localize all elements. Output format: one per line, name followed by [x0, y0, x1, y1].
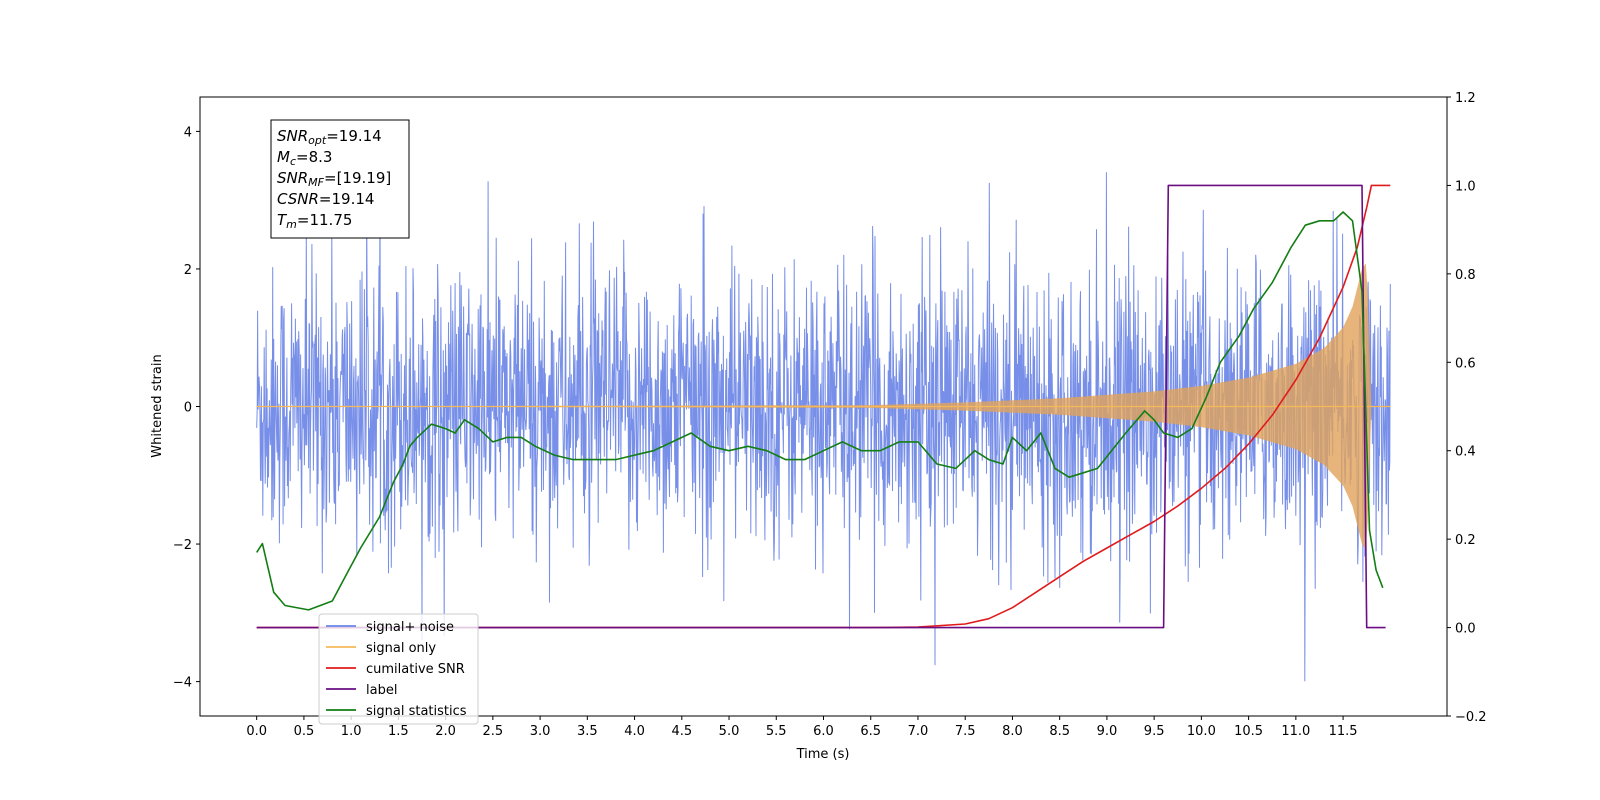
y-right-tick-label: 1.2: [1455, 91, 1476, 106]
legend-label: label: [366, 683, 397, 698]
x-tick-label: 4.0: [624, 724, 645, 739]
x-tick-label: 2.5: [483, 724, 504, 739]
series-signal-statistics-line: [256, 211, 1384, 611]
y-right-tick-label: 0.2: [1455, 533, 1476, 548]
legend: signal+ noise signal only cumilative SNR la…: [318, 613, 479, 725]
x-tick-label: 6.0: [813, 724, 834, 739]
plot-area: [256, 144, 1391, 682]
x-tick-label: 11.5: [1329, 724, 1358, 739]
x-tick-label: 0.5: [294, 724, 315, 739]
x-tick-label: 11.0: [1281, 724, 1310, 739]
y-left-tick-label: −2: [173, 538, 192, 553]
y-right-tick-label: 0.4: [1455, 445, 1476, 460]
y-left-tick-label: 4: [184, 125, 192, 140]
series-label-line: [256, 184, 1386, 629]
axes: 0.0 0.5 1.0 1.5 2.0 2.5 3.0 3.5 4.0 4.5 5.0 5.5 6.0 6…: [173, 91, 1487, 739]
legend-label: signal only: [366, 641, 436, 656]
y-axis-label: Whitened strain: [150, 354, 165, 457]
y-left-tick-label: −4: [173, 676, 192, 691]
x-tick-label: 7.0: [908, 724, 929, 739]
x-axis-label: Time (s): [796, 747, 850, 762]
x-tick-label: 5.0: [719, 724, 740, 739]
x-tick-label: 1.0: [341, 724, 362, 739]
x-tick-label: 0.0: [246, 724, 267, 739]
series-signal-noise-line: [256, 144, 1391, 682]
x-tick-label: 9.5: [1144, 724, 1165, 739]
legend-label: signal statistics: [366, 704, 467, 719]
series-cumulative-snr-line: [256, 184, 1391, 629]
x-tick-label: 8.0: [1002, 724, 1023, 739]
x-tick-label: 2.0: [435, 724, 456, 739]
info-box-line: SNRopt=19.14: [277, 127, 382, 147]
legend-label: cumilative SNR: [366, 662, 465, 677]
x-tick-label: 10.5: [1234, 724, 1263, 739]
y-right-tick-label: −0.2: [1455, 710, 1487, 725]
x-tick-label: 3.5: [577, 724, 598, 739]
info-box: SNRopt=19.14Mc=8.3SNRMF=[19.19]CSNR=19.1…: [270, 119, 410, 239]
y-left-tick-label: 0: [184, 401, 192, 416]
info-box-line: CSNR=19.14: [277, 190, 374, 208]
legend-label: signal+ noise: [366, 620, 454, 635]
info-box-line: Mc=8.3: [277, 148, 332, 168]
info-box-line: SNRMF=[19.19]: [277, 169, 391, 189]
x-tick-label: 9.0: [1097, 724, 1118, 739]
x-tick-label: 5.5: [766, 724, 787, 739]
x-tick-label: 8.5: [1049, 724, 1070, 739]
legend-frame: [318, 613, 479, 725]
info-box-line: Tm=11.75: [277, 211, 352, 231]
info-box-frame: [270, 119, 410, 239]
y-right-tick-label: 1.0: [1455, 179, 1476, 194]
y-right-tick-label: 0.6: [1455, 356, 1476, 371]
x-tick-label: 10.0: [1187, 724, 1216, 739]
y-left-tick-label: 2: [184, 263, 192, 278]
y-right-tick-label: 0.0: [1455, 622, 1476, 637]
y-right-tick-label: 0.8: [1455, 268, 1476, 283]
x-tick-label: 6.5: [860, 724, 881, 739]
x-tick-label: 7.5: [955, 724, 976, 739]
x-tick-label: 3.0: [530, 724, 551, 739]
x-tick-label: 4.5: [671, 724, 692, 739]
x-tick-label: 1.5: [388, 724, 409, 739]
